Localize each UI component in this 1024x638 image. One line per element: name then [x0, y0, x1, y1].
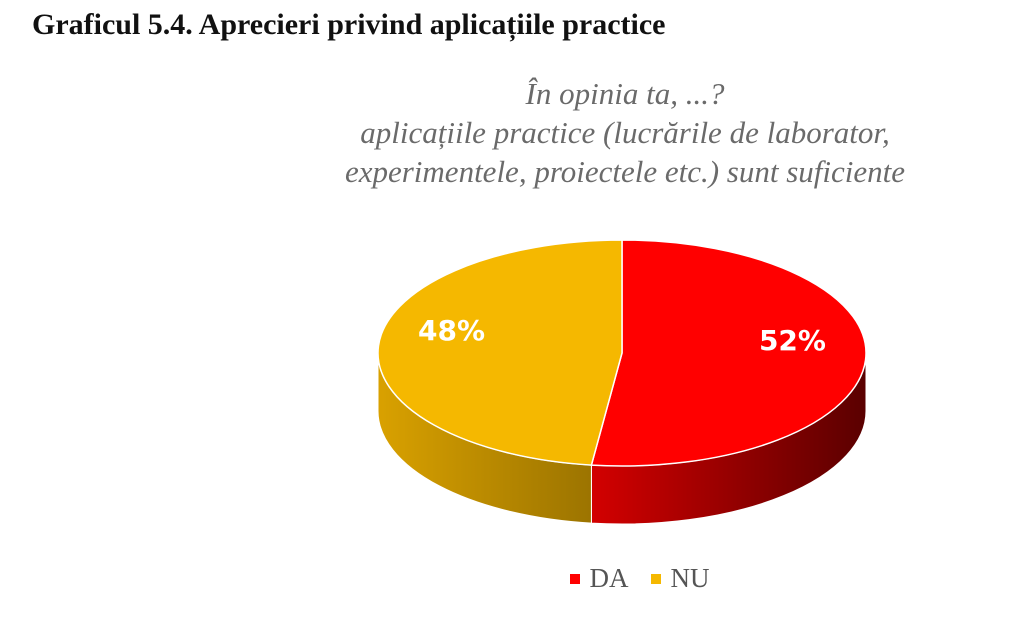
- legend-item-nu: NU: [650, 563, 710, 594]
- legend-label-nu: NU: [670, 563, 710, 593]
- pie-slice-nu: [377, 239, 623, 466]
- data-label-nu: 48%: [418, 314, 485, 347]
- legend-label-da: DA: [589, 563, 629, 593]
- chart-title: În opinia ta, ...? aplicațiile practice …: [290, 74, 960, 191]
- chart-title-line: aplicațiile practice (lucrările de labor…: [360, 115, 890, 150]
- legend-swatch-da: [569, 573, 580, 584]
- legend-item-da: DA: [569, 563, 629, 594]
- chart-legend: DA NU: [0, 563, 1024, 594]
- data-label-da: 52%: [759, 324, 826, 357]
- legend-swatch-nu: [650, 573, 661, 584]
- chart-title-line: În opinia ta, ...?: [525, 76, 725, 111]
- figure-title: Graficul 5.4. Aprecieri privind aplicați…: [32, 8, 666, 41]
- chart-title-line: experimentele, proiectele etc.) sunt suf…: [344, 154, 906, 189]
- pie-slice-da: [590, 239, 867, 467]
